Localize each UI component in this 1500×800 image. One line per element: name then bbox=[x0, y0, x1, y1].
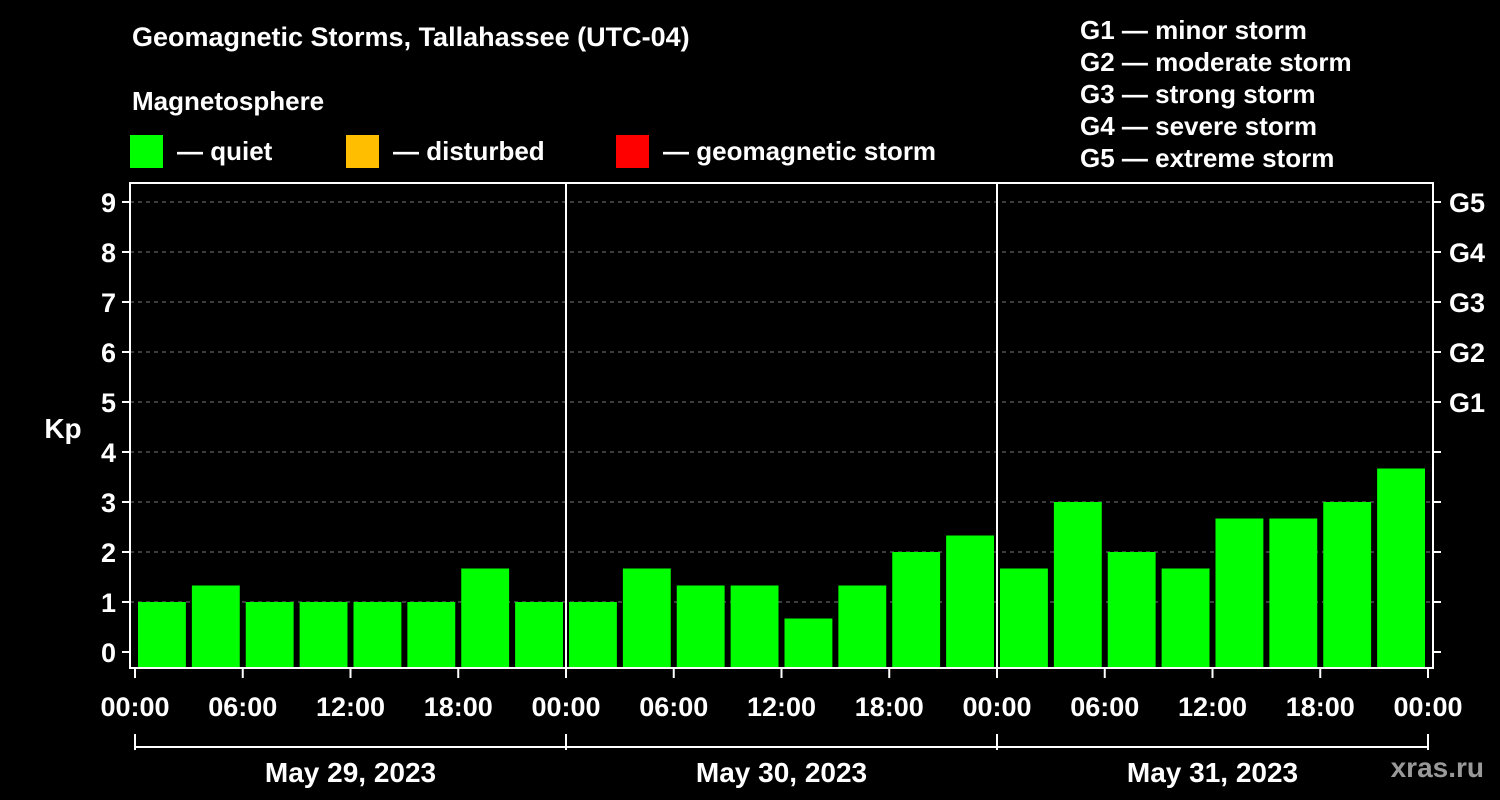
storm-scale-g5: G5 — extreme storm bbox=[1080, 143, 1335, 173]
right-tick-label-g2: G2 bbox=[1449, 338, 1485, 368]
xtick-label-3: 18:00 bbox=[424, 692, 493, 722]
kp-bar-3 bbox=[299, 602, 348, 668]
ytick-label-0: 0 bbox=[101, 638, 116, 668]
ytick-label-5: 5 bbox=[101, 388, 116, 418]
xtick-label-1: 06:00 bbox=[208, 692, 277, 722]
xtick-label-11: 18:00 bbox=[1286, 692, 1355, 722]
xtick-label-8: 00:00 bbox=[962, 692, 1031, 722]
chart-title: Geomagnetic Storms, Tallahassee (UTC-04) bbox=[132, 22, 690, 52]
xtick-label-12: 00:00 bbox=[1393, 692, 1462, 722]
xtick-label-0: 00:00 bbox=[100, 692, 169, 722]
legend-item-disturbed: — disturbed bbox=[346, 134, 545, 168]
right-tick-label-g3: G3 bbox=[1449, 288, 1485, 318]
xtick-label-9: 06:00 bbox=[1070, 692, 1139, 722]
day-label-2: May 31, 2023 bbox=[1127, 757, 1298, 788]
right-tick-label-g4: G4 bbox=[1449, 238, 1485, 268]
legend-swatch-quiet bbox=[130, 134, 163, 168]
kp-bar-22 bbox=[1323, 502, 1372, 668]
ytick-label-3: 3 bbox=[101, 488, 116, 518]
brand-watermark: xras.ru bbox=[1390, 752, 1484, 783]
kp-bar-11 bbox=[730, 585, 779, 668]
chart-subtitle: Magnetosphere bbox=[132, 86, 325, 116]
day-label-0: May 29, 2023 bbox=[265, 757, 436, 788]
kp-bar-23 bbox=[1377, 468, 1425, 668]
legend-label-storm: — geomagnetic storm bbox=[663, 135, 937, 166]
xtick-label-7: 18:00 bbox=[855, 692, 924, 722]
day-label-1: May 30, 2023 bbox=[696, 757, 867, 788]
kp-bar-12 bbox=[784, 618, 833, 668]
xtick-label-5: 06:00 bbox=[639, 692, 708, 722]
kp-bar-14 bbox=[892, 552, 941, 668]
kp-bar-0 bbox=[138, 602, 186, 668]
kp-bar-21 bbox=[1269, 518, 1318, 668]
legend-swatch-storm bbox=[616, 134, 649, 168]
legend-label-quiet: — quiet bbox=[177, 135, 273, 166]
xtick-label-10: 12:00 bbox=[1178, 692, 1247, 722]
xtick-label-4: 00:00 bbox=[531, 692, 600, 722]
kp-bar-20 bbox=[1215, 518, 1264, 668]
kp-bar-17 bbox=[1053, 502, 1102, 668]
kp-bar-1 bbox=[191, 585, 240, 668]
ytick-label-9: 9 bbox=[101, 188, 116, 218]
kp-bar-2 bbox=[245, 602, 294, 668]
kp-bar-18 bbox=[1107, 552, 1156, 668]
ytick-label-7: 7 bbox=[101, 288, 116, 318]
legend-item-storm: — geomagnetic storm bbox=[616, 134, 936, 168]
kp-bar-10 bbox=[676, 585, 725, 668]
legend-item-quiet: — quiet bbox=[130, 134, 272, 168]
xtick-label-2: 12:00 bbox=[316, 692, 385, 722]
kp-bar-6 bbox=[461, 568, 510, 668]
kp-bar-13 bbox=[838, 585, 887, 668]
ytick-label-1: 1 bbox=[101, 588, 116, 618]
storm-scale-g4: G4 — severe storm bbox=[1080, 111, 1318, 141]
right-tick-label-g5: G5 bbox=[1449, 188, 1485, 218]
y-axis-label: Kp bbox=[44, 413, 81, 444]
legend-label-disturbed: — disturbed bbox=[393, 135, 545, 166]
kp-bar-8 bbox=[569, 602, 617, 668]
kp-bar-15 bbox=[946, 535, 994, 668]
storm-scale-g3: G3 — strong storm bbox=[1080, 79, 1316, 109]
storm-scale-g2: G2 — moderate storm bbox=[1080, 47, 1352, 77]
right-tick-label-g1: G1 bbox=[1449, 388, 1485, 418]
storm-scale-g1: G1 — minor storm bbox=[1080, 15, 1307, 45]
kp-bar-4 bbox=[353, 602, 402, 668]
kp-bar-19 bbox=[1161, 568, 1210, 668]
kp-bar-16 bbox=[1000, 568, 1048, 668]
xtick-label-6: 12:00 bbox=[747, 692, 816, 722]
ytick-label-6: 6 bbox=[101, 338, 116, 368]
storm-scale-list: G1 — minor storm G2 — moderate storm G3 … bbox=[1080, 14, 1352, 174]
ytick-label-4: 4 bbox=[101, 438, 116, 468]
legend-swatch-disturbed bbox=[346, 134, 379, 168]
kp-bar-5 bbox=[407, 602, 456, 668]
kp-bar-9 bbox=[622, 568, 671, 668]
ytick-label-2: 2 bbox=[101, 538, 116, 568]
kp-bar-7 bbox=[515, 602, 563, 668]
ytick-label-8: 8 bbox=[101, 238, 116, 268]
